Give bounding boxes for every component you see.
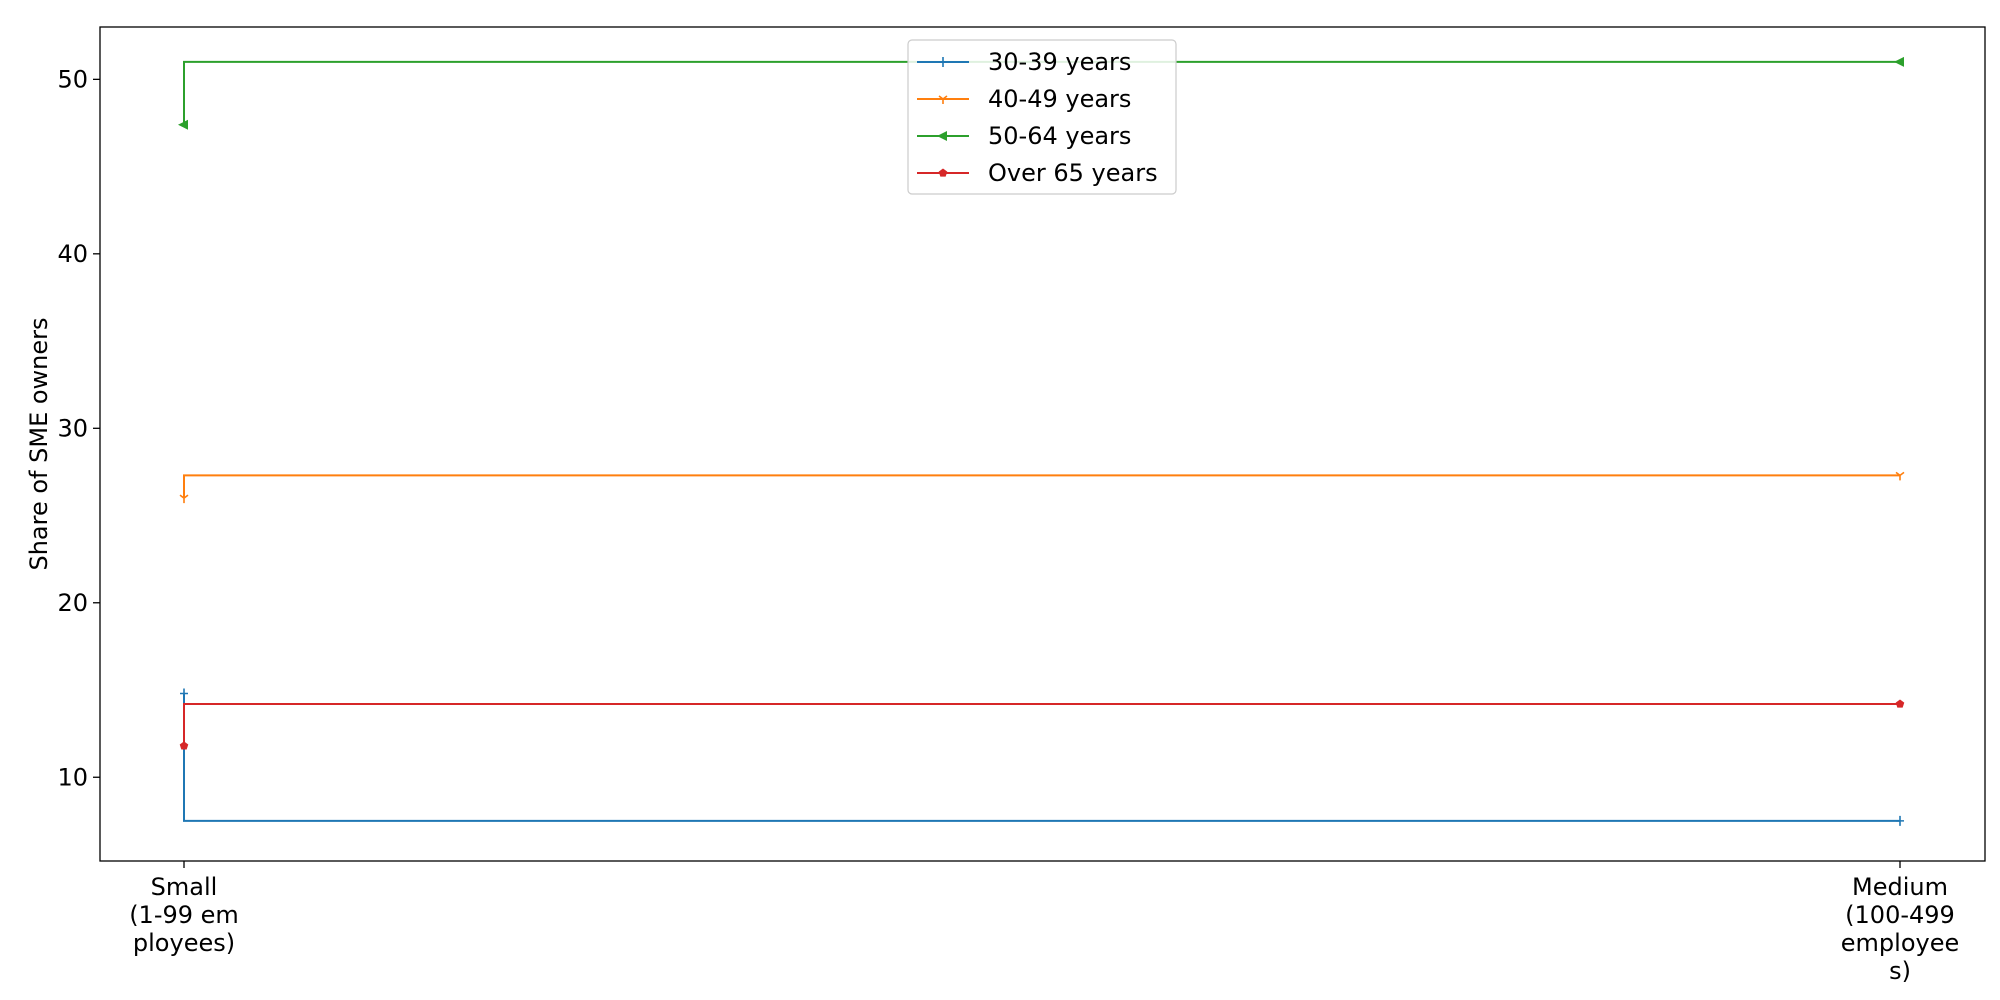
data-point-marker <box>179 741 189 750</box>
series-line <box>183 60 1900 125</box>
legend-label: 30-39 years <box>988 48 1131 76</box>
x-tick-label: Medium (100-499 employee s) <box>1841 873 1959 985</box>
data-point-marker <box>1895 471 1905 481</box>
data-point-marker <box>1894 56 1904 67</box>
data-point-marker <box>1896 815 1904 826</box>
series-50-64-years <box>178 56 1904 130</box>
series-line <box>183 702 1900 746</box>
data-point-marker <box>179 494 189 504</box>
data-point-marker <box>938 95 948 104</box>
y-tick-label: 50 <box>57 65 88 93</box>
plot-area-frame <box>99 26 1986 862</box>
y-tick-label: 40 <box>57 240 88 268</box>
series-40-49-years <box>179 471 1905 504</box>
x-axis: Small (1-99 em ployees) Medium (100-499 emplo… <box>129 861 1959 985</box>
y-tick-label: 30 <box>57 414 88 442</box>
data-point-marker <box>180 688 188 699</box>
y-axis: 10 20 30 40 50 <box>57 65 100 791</box>
series-over-65-years <box>179 699 1905 750</box>
legend: 30-39 years 40-49 years 50-64 years Over 65… <box>907 39 1177 195</box>
y-axis-label: Share of SME owners <box>25 317 53 570</box>
legend-item: Over 65 years <box>917 159 1158 187</box>
x-tick-label: Small (1-99 em ployees) <box>129 873 239 957</box>
legend-item: 30-39 years <box>917 48 1131 76</box>
legend-label: 40-49 years <box>988 85 1131 113</box>
data-point-marker <box>937 131 947 141</box>
legend-item: 40-49 years <box>917 85 1131 113</box>
y-tick-label: 10 <box>57 763 88 791</box>
series-line <box>183 474 1900 499</box>
data-point-marker <box>1895 699 1905 708</box>
data-point-marker <box>939 57 947 67</box>
legend-box <box>907 39 1177 195</box>
legend-item: 50-64 years <box>917 122 1131 150</box>
data-point-marker <box>178 119 188 130</box>
data-point-marker <box>938 168 948 177</box>
legend-label: Over 65 years <box>988 159 1158 187</box>
legend-label: 50-64 years <box>988 122 1131 150</box>
series-layer <box>178 56 1905 826</box>
y-tick-label: 20 <box>57 589 88 617</box>
